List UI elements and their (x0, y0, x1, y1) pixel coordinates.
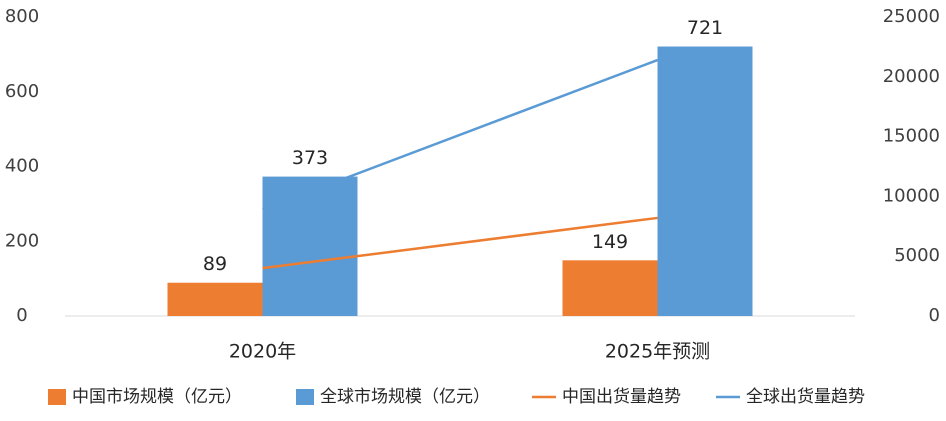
x-tick-label: 2020年 (229, 341, 296, 363)
y2-tick-label: 25000 (883, 6, 940, 27)
y-tick-label: 600 (5, 81, 39, 102)
bar (657, 46, 753, 317)
trend-line (262, 58, 658, 211)
y2-tick-label: 15000 (883, 126, 940, 147)
bar (562, 260, 658, 316)
y2-tick-label: 20000 (883, 66, 940, 87)
y-tick-label: 200 (5, 230, 39, 251)
y2-tick-label: 5000 (894, 245, 940, 266)
bar (167, 282, 263, 316)
y-tick-label: 400 (5, 156, 39, 177)
y2-tick-label: 10000 (883, 185, 940, 206)
data-label: 89 (203, 253, 227, 275)
legend-label: 全球市场规模（亿元） (320, 387, 490, 407)
legend-swatch (296, 389, 314, 405)
legend-swatch (48, 389, 66, 405)
legend-label: 中国出货量趋势 (562, 387, 681, 407)
y2-tick-label: 0 (929, 305, 940, 326)
bar (262, 176, 358, 316)
data-label: 721 (687, 17, 723, 39)
y-tick-label: 0 (16, 305, 27, 326)
x-tick-label: 2025年预测 (605, 341, 710, 363)
legend-label: 全球出货量趋势 (746, 387, 865, 407)
y-tick-label: 800 (5, 6, 39, 27)
data-label: 373 (292, 147, 328, 169)
data-label: 149 (592, 231, 628, 253)
legend-label: 中国市场规模（亿元） (72, 387, 242, 407)
trend-line (262, 216, 658, 270)
